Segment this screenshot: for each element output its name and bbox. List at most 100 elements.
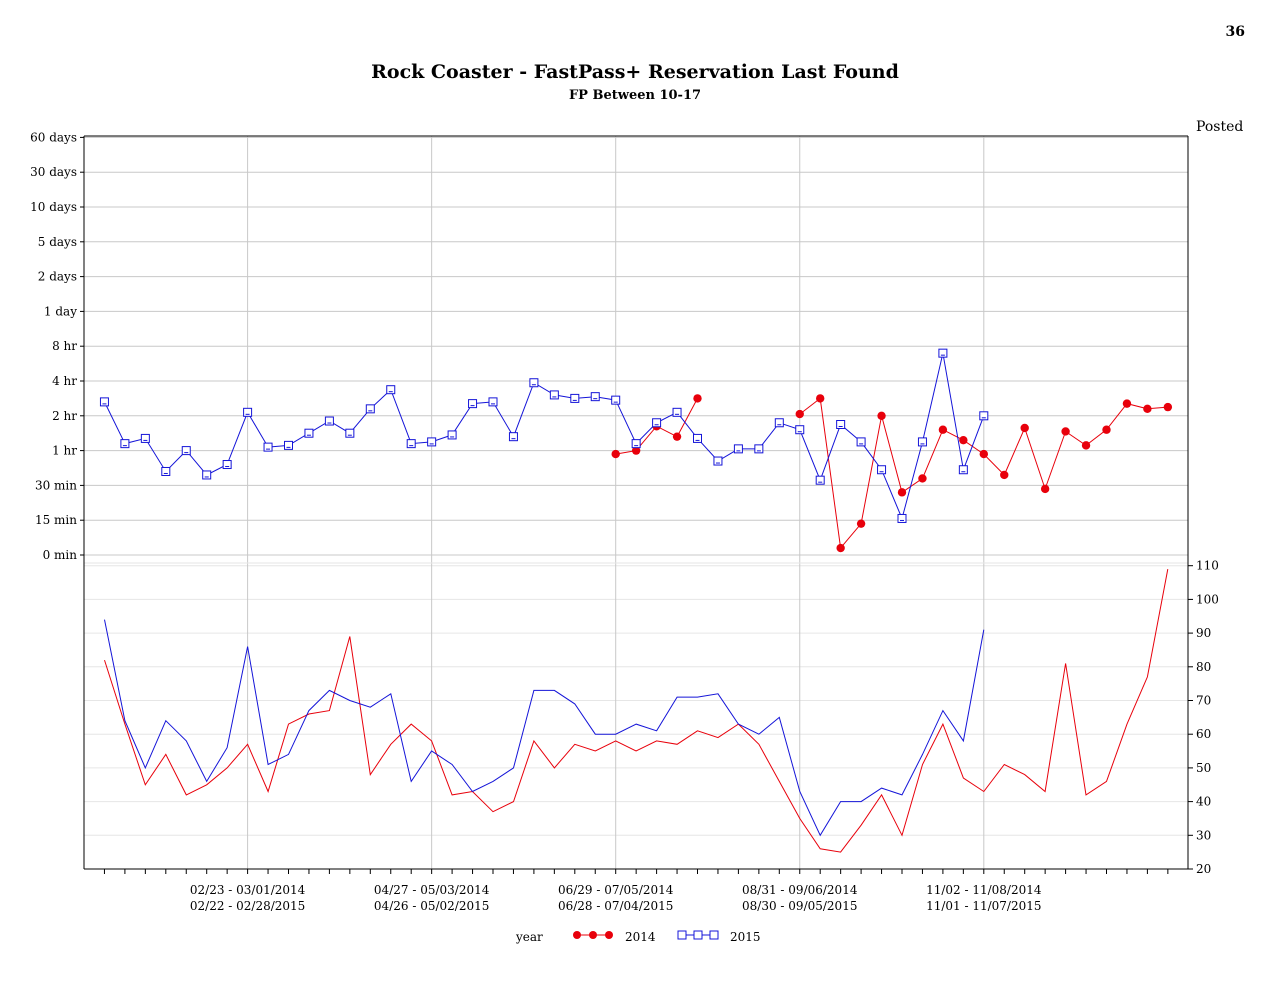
fp-tick-label: 8 hr <box>52 339 77 353</box>
posted-tick-label: 20 <box>1196 862 1211 876</box>
fp-point-2015 <box>877 465 887 475</box>
fp-point-2015 <box>161 466 171 476</box>
fp-point-2014 <box>631 446 641 455</box>
fp-tick-label: 60 days <box>30 130 77 144</box>
grid-lines <box>84 136 1188 869</box>
fp-point-2014 <box>1143 404 1152 414</box>
legend-label-2015: 2015 <box>730 930 761 944</box>
fp-point-2014 <box>836 543 845 553</box>
fp-point-2015 <box>958 465 968 475</box>
fp-point-2015 <box>774 418 784 428</box>
fp-point-2015 <box>140 433 150 443</box>
fp-point-2015 <box>917 437 927 447</box>
legend: year 2014 2015 <box>515 930 761 944</box>
fp-tick-label: 2 days <box>38 270 77 284</box>
x-tick-label: 06/28 - 07/04/2015 <box>558 899 673 913</box>
fp-point-2015 <box>856 437 866 447</box>
fp-point-2015 <box>263 442 273 452</box>
fp-point-2014 <box>918 474 927 483</box>
fp-point-2014 <box>1000 470 1009 480</box>
fp-point-2014 <box>611 449 620 459</box>
posted-tick-label: 30 <box>1196 828 1211 842</box>
fp-point-2015 <box>611 395 621 405</box>
x-tick-label: 04/27 - 05/03/2014 <box>374 883 490 897</box>
fp-point-2014 <box>1061 427 1070 436</box>
fp-point-2014 <box>816 394 825 403</box>
fp-point-2015 <box>181 446 191 456</box>
x-tick-label: 04/26 - 05/02/2015 <box>374 899 489 913</box>
axes: 0 min 15 min 30 min 1 hr 2 hr 4 hr 8 hr 1 day 2 … <box>30 130 1219 876</box>
fp-point-2014 <box>938 425 948 434</box>
legend-marker-2014 <box>605 931 613 939</box>
posted-tick-label: 70 <box>1196 694 1211 708</box>
fp-point-2015 <box>488 397 498 407</box>
x-axis-labels: 02/23 - 03/01/2014 02/22 - 02/28/2015 04/2… <box>190 883 1042 913</box>
posted-line-2014 <box>104 569 1169 853</box>
fp-point-2015 <box>754 444 764 454</box>
legend-marker-2015 <box>693 930 703 940</box>
fp-point-2015 <box>427 437 437 447</box>
fp-point-2014 <box>959 435 968 445</box>
fp-point-2015 <box>447 430 457 440</box>
posted-tick-label: 40 <box>1196 795 1211 809</box>
fp-point-2015 <box>202 470 212 480</box>
fp-point-2014 <box>1102 425 1111 434</box>
fp-tick-label: 30 days <box>30 165 77 179</box>
chart-subtitle: FP Between 10-17 <box>569 88 701 103</box>
fp-point-2014 <box>1081 441 1091 450</box>
fp-point-2015 <box>386 385 396 395</box>
fp-tick-label: 4 hr <box>52 374 77 388</box>
fp-point-2015 <box>713 456 723 466</box>
posted-line-2015 <box>104 619 985 837</box>
fp-point-2015 <box>222 460 232 470</box>
fp-point-2015 <box>652 418 662 428</box>
fp-point-2014 <box>856 519 866 528</box>
legend-marker-2015 <box>709 930 719 940</box>
fp-point-2015 <box>897 513 907 523</box>
fp-point-2015 <box>324 416 334 426</box>
fp-point-2014 <box>1040 484 1050 494</box>
x-tick-label: 11/02 - 11/08/2014 <box>926 883 1042 897</box>
page-number: 36 <box>1226 24 1245 40</box>
fp-point-2015 <box>570 393 580 403</box>
x-tick-label: 08/31 - 09/06/2014 <box>742 883 858 897</box>
posted-tick-label: 80 <box>1196 660 1211 674</box>
fp-point-2014 <box>693 394 702 403</box>
fp-point-2015 <box>938 348 948 358</box>
legend-marker-2014 <box>573 931 581 939</box>
posted-tick-label: 100 <box>1196 592 1219 606</box>
posted-tick-label: 90 <box>1196 626 1211 640</box>
posted-tick-label: 110 <box>1196 559 1219 573</box>
fp-line-2015 <box>104 353 985 521</box>
fp-point-2015 <box>795 425 805 435</box>
fp-point-2015 <box>99 397 109 407</box>
legend-marker-2014 <box>589 931 597 939</box>
x-tick-label: 02/23 - 03/01/2014 <box>190 883 306 897</box>
x-tick-label: 08/30 - 09/05/2015 <box>742 899 857 913</box>
x-tick-label: 06/29 - 07/05/2014 <box>558 883 674 897</box>
fp-point-2015 <box>549 390 559 400</box>
x-tick-label: 11/01 - 11/07/2015 <box>926 899 1041 913</box>
posted-tick-label: 60 <box>1196 727 1211 741</box>
fp-point-2015 <box>529 378 539 388</box>
legend-item-2014: 2014 <box>573 930 656 944</box>
fp-point-2015 <box>284 440 293 450</box>
fp-tick-label: 1 day <box>44 304 77 318</box>
fp-point-2015 <box>406 439 416 449</box>
fp-tick-label: 15 min <box>35 513 77 527</box>
fp-point-2015 <box>345 428 355 438</box>
fp-point-2015 <box>733 444 743 454</box>
fp-tick-label: 0 min <box>43 548 78 562</box>
fp-tick-label: 10 days <box>30 200 77 214</box>
fp-point-2015 <box>836 420 846 429</box>
legend-title: year <box>515 930 543 944</box>
fp-tick-label: 30 min <box>35 478 77 492</box>
fp-point-2014 <box>877 411 886 420</box>
fp-point-2015 <box>815 475 825 485</box>
x-tick-label: 02/22 - 02/28/2015 <box>190 899 305 913</box>
legend-item-2015: 2015 <box>677 930 761 944</box>
fp-point-2015 <box>468 399 478 409</box>
series-layer <box>99 348 1173 853</box>
fp-point-2014 <box>1122 399 1132 408</box>
